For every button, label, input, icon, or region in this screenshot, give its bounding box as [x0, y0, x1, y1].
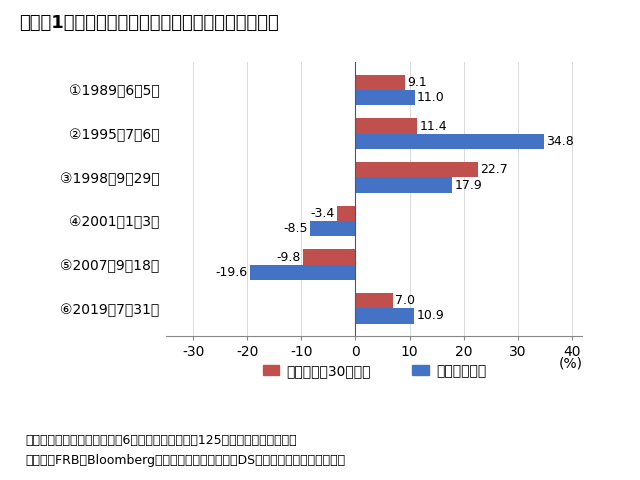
Text: (%): (%) [558, 356, 582, 370]
Text: （注）　各日付を基準とした6カ月（日米それぞれ125営業日）後の騰落率。: （注） 各日付を基準とした6カ月（日米それぞれ125営業日）後の騰落率。 [26, 434, 297, 447]
Text: 7.0: 7.0 [396, 294, 415, 307]
Bar [250, 264, 355, 280]
Bar [310, 221, 355, 236]
Bar [355, 162, 478, 178]
Bar [355, 308, 414, 324]
Text: （出所）FRB、Bloombergのデータを基に三井住友DSアセットマネジメント作成: （出所）FRB、Bloombergのデータを基に三井住友DSアセットマネジメント… [26, 454, 346, 467]
Bar [355, 90, 415, 106]
Bar [355, 178, 452, 192]
Text: 11.0: 11.0 [417, 91, 445, 104]
Text: 17.9: 17.9 [454, 179, 482, 192]
Text: 9.1: 9.1 [407, 76, 427, 89]
Text: 34.8: 34.8 [546, 135, 573, 148]
Text: 【図表1：米利下げ開始から半年間の日米株価動向】: 【図表1：米利下げ開始から半年間の日米株価動向】 [19, 14, 279, 33]
Text: 10.9: 10.9 [417, 310, 444, 323]
Bar [355, 75, 404, 90]
Text: -19.6: -19.6 [215, 266, 248, 279]
Bar [355, 119, 417, 134]
Text: 11.4: 11.4 [419, 120, 447, 132]
Text: -9.8: -9.8 [276, 251, 300, 264]
Bar [355, 293, 394, 308]
Bar [355, 134, 543, 149]
Text: 22.7: 22.7 [480, 163, 508, 176]
Bar [303, 250, 355, 264]
Bar [337, 206, 355, 221]
Text: -8.5: -8.5 [283, 222, 307, 235]
Text: -3.4: -3.4 [310, 207, 335, 220]
Legend: ダウ工業株30種平均, 日経平均株価: ダウ工業株30種平均, 日経平均株価 [257, 359, 492, 384]
